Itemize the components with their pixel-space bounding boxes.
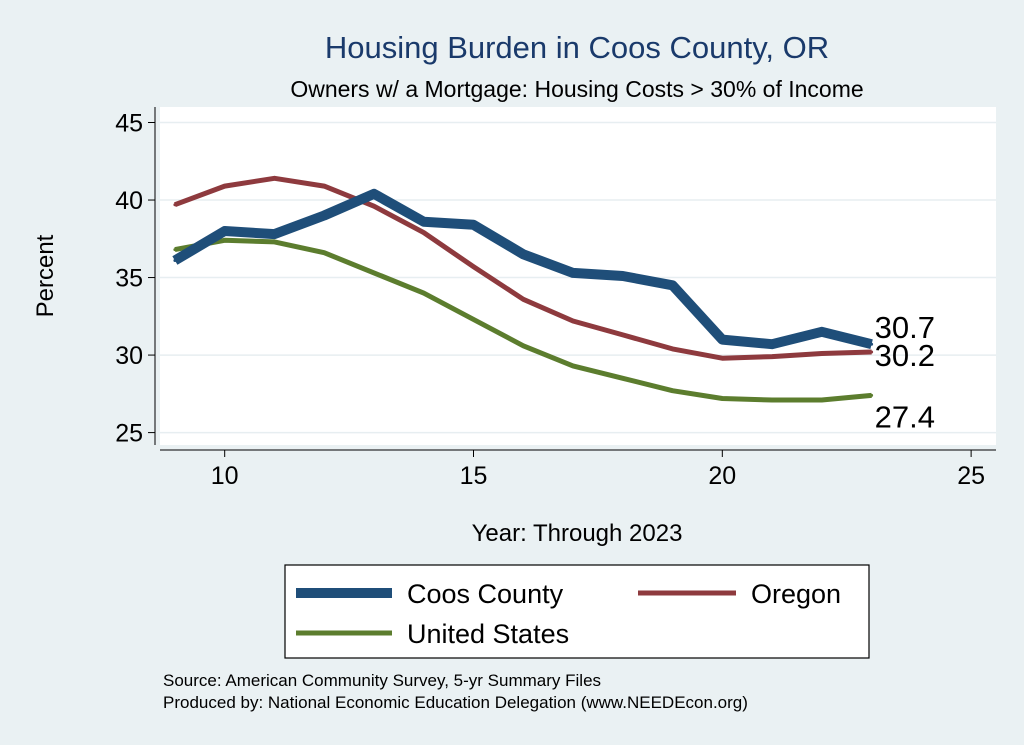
data-point-united-states-23 bbox=[870, 393, 874, 397]
data-point-united-states-10 bbox=[223, 238, 227, 242]
data-point-united-states-17 bbox=[571, 364, 575, 368]
data-point-united-states-9 bbox=[173, 248, 177, 252]
data-point-oregon-22 bbox=[820, 352, 824, 355]
data-point-coos-county-16 bbox=[521, 252, 525, 256]
x-tick-label-20: 20 bbox=[708, 462, 736, 490]
legend-label-oregon: Oregon bbox=[751, 579, 841, 609]
data-point-united-states-18 bbox=[621, 376, 625, 380]
y-tick-label-30: 30 bbox=[115, 342, 143, 370]
chart-title: Housing Burden in Coos County, OR bbox=[325, 30, 829, 65]
data-point-united-states-11 bbox=[273, 240, 276, 244]
producer-note: Produced by: National Economic Education… bbox=[163, 693, 748, 712]
data-point-oregon-12 bbox=[322, 184, 326, 188]
y-tick-label-45: 45 bbox=[115, 110, 143, 138]
data-point-coos-county-23 bbox=[870, 342, 874, 346]
end-label-oregon: 30.2 bbox=[875, 338, 935, 373]
data-point-coos-county-19 bbox=[671, 283, 674, 287]
series-lines bbox=[172, 175, 874, 403]
data-point-oregon-21 bbox=[770, 355, 774, 359]
data-point-united-states-22 bbox=[820, 398, 824, 402]
end-labels: 30.730.2 27.4 bbox=[875, 310, 935, 434]
data-point-coos-county-20 bbox=[720, 338, 724, 342]
legend: Coos County Oregon United States bbox=[284, 564, 870, 659]
data-point-coos-county-18 bbox=[621, 274, 625, 278]
data-point-oregon-10 bbox=[223, 184, 227, 188]
data-point-coos-county-15 bbox=[472, 223, 475, 227]
end-label-united-states: 27.4 bbox=[875, 399, 935, 434]
data-point-oregon-13 bbox=[372, 204, 376, 208]
y-tick-label-25: 25 bbox=[115, 420, 143, 448]
data-point-coos-county-9 bbox=[173, 259, 177, 262]
data-point-coos-county-17 bbox=[571, 271, 575, 275]
data-point-coos-county-13 bbox=[372, 192, 376, 196]
data-point-coos-county-11 bbox=[273, 232, 276, 236]
legend-label-coos-county: Coos County bbox=[407, 579, 564, 609]
legend-label-united-states: United States bbox=[407, 619, 569, 649]
legend-box bbox=[284, 564, 870, 659]
data-point-coos-county-12 bbox=[322, 214, 326, 217]
data-point-oregon-14 bbox=[422, 231, 426, 235]
y-axis-ticks: 25 30 35 40 45 bbox=[115, 110, 155, 448]
x-tick-label-10: 10 bbox=[211, 462, 239, 490]
data-point-oregon-23 bbox=[870, 350, 874, 354]
data-point-coos-county-22 bbox=[820, 330, 824, 334]
data-point-oregon-15 bbox=[472, 265, 475, 269]
data-point-united-states-21 bbox=[770, 398, 774, 402]
data-point-united-states-20 bbox=[720, 397, 724, 400]
chart-subtitle: Owners w/ a Mortgage: Housing Costs > 30… bbox=[290, 76, 863, 102]
data-point-oregon-16 bbox=[521, 297, 525, 301]
data-point-coos-county-21 bbox=[770, 342, 774, 346]
x-axis-label: Year: Through 2023 bbox=[472, 520, 683, 547]
data-point-oregon-17 bbox=[571, 319, 575, 323]
data-point-united-states-19 bbox=[671, 389, 674, 393]
end-label-coos-county: 30.7 bbox=[875, 310, 935, 345]
data-point-coos-county-10 bbox=[223, 229, 227, 233]
data-point-oregon-20 bbox=[720, 356, 724, 360]
data-point-united-states-14 bbox=[422, 291, 426, 295]
x-tick-label-25: 25 bbox=[957, 462, 985, 490]
data-point-oregon-11 bbox=[273, 176, 276, 180]
y-axis-label: Percent bbox=[32, 234, 59, 317]
data-point-oregon-19 bbox=[671, 347, 674, 351]
data-point-oregon-9 bbox=[173, 203, 177, 207]
y-tick-label-40: 40 bbox=[115, 187, 143, 215]
x-axis-ticks: 10 15 20 25 bbox=[211, 450, 985, 490]
data-point-oregon-18 bbox=[621, 333, 625, 337]
x-tick-label-15: 15 bbox=[460, 462, 488, 490]
data-point-united-states-16 bbox=[521, 344, 525, 348]
source-note: Source: American Community Survey, 5-yr … bbox=[163, 671, 601, 690]
y-tick-label-35: 35 bbox=[115, 265, 143, 293]
data-point-united-states-15 bbox=[472, 317, 475, 321]
data-point-coos-county-14 bbox=[422, 220, 426, 224]
data-point-united-states-12 bbox=[322, 251, 326, 255]
data-point-united-states-13 bbox=[372, 271, 376, 275]
